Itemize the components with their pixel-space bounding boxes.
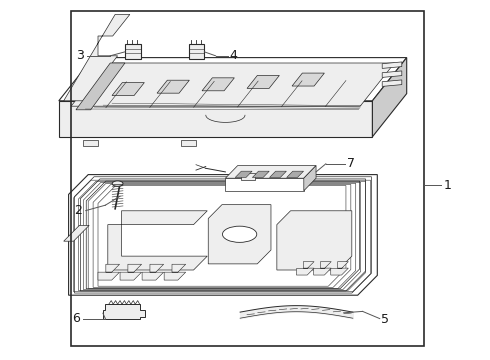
Polygon shape [296,262,314,275]
Polygon shape [59,101,372,137]
Ellipse shape [222,226,257,242]
Polygon shape [241,173,255,180]
Polygon shape [64,225,89,241]
Polygon shape [287,171,304,177]
Polygon shape [292,73,324,86]
Polygon shape [225,166,316,178]
Polygon shape [98,264,120,280]
Polygon shape [164,264,186,280]
Text: 1: 1 [443,179,451,192]
Polygon shape [270,171,286,177]
Text: 2: 2 [74,204,82,217]
Polygon shape [314,262,331,275]
Polygon shape [64,14,130,101]
Text: 5: 5 [381,313,389,326]
Polygon shape [277,211,352,270]
Polygon shape [103,304,145,319]
Polygon shape [247,76,279,89]
Polygon shape [235,171,252,177]
Polygon shape [382,71,402,77]
Ellipse shape [112,181,123,186]
Polygon shape [120,264,142,280]
Polygon shape [202,78,234,91]
Polygon shape [71,63,394,106]
Polygon shape [59,58,407,101]
Polygon shape [142,264,164,280]
Polygon shape [69,175,377,295]
Polygon shape [382,80,402,86]
Polygon shape [83,140,98,146]
Polygon shape [208,204,271,264]
Polygon shape [372,58,407,137]
Polygon shape [382,62,402,68]
Polygon shape [108,211,207,270]
Text: 4: 4 [229,49,237,62]
Polygon shape [252,171,270,177]
Polygon shape [76,63,125,110]
Polygon shape [157,80,189,93]
Bar [71,11,424,346]
Polygon shape [304,166,316,191]
Bar [125,44,141,59]
Bar [189,44,204,59]
Text: 6: 6 [73,312,80,325]
Text: 3: 3 [76,49,84,62]
Polygon shape [112,82,145,95]
Text: 7: 7 [347,157,355,170]
Polygon shape [225,178,304,191]
Polygon shape [331,262,348,275]
Polygon shape [181,140,196,146]
